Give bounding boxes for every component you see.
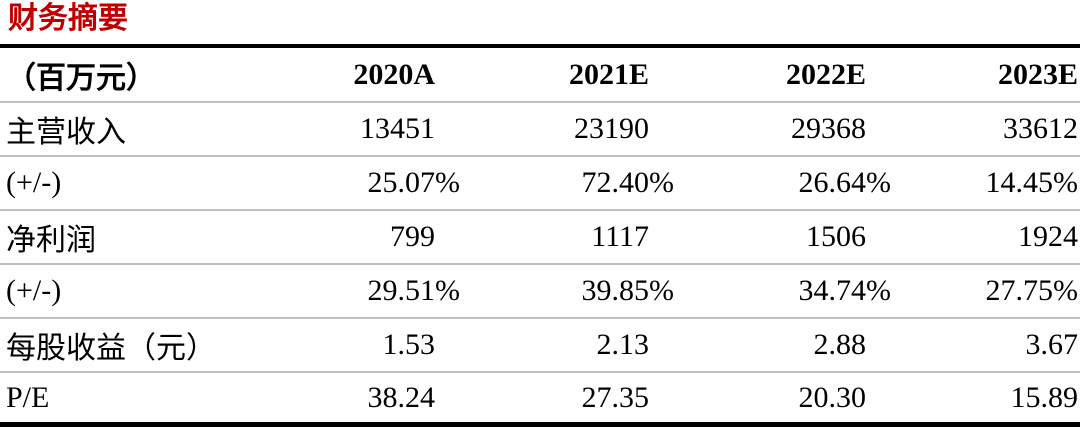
table-row-net-profit-growth: (+/-) 29.51% 39.85% 34.74% 27.75% <box>0 265 1080 319</box>
row-label: 主营收入 <box>0 103 300 157</box>
row-label: 每股收益（元） <box>0 319 300 373</box>
table-cell: 25.07% <box>300 157 495 211</box>
column-header-2021e: 2021E <box>495 48 690 103</box>
table-cell: 27.35 <box>495 373 690 427</box>
table-cell: 27.75% <box>885 265 1080 319</box>
table-cell: 1924 <box>885 211 1080 265</box>
table-cell: 3.67 <box>885 319 1080 373</box>
row-label: P/E <box>0 373 300 427</box>
table-cell: 72.40% <box>495 157 690 211</box>
table-cell: 1506 <box>690 211 885 265</box>
column-header-2023e: 2023E <box>885 48 1080 103</box>
table-row-eps: 每股收益（元） 1.53 2.13 2.88 3.67 <box>0 319 1080 373</box>
table-cell: 23190 <box>495 103 690 157</box>
table-row-pe: P/E 38.24 27.35 20.30 15.89 <box>0 373 1080 427</box>
table-cell: 38.24 <box>300 373 495 427</box>
table-cell: 14.45% <box>885 157 1080 211</box>
table-cell: 39.85% <box>495 265 690 319</box>
column-header-2020a: 2020A <box>300 48 495 103</box>
row-label: (+/-) <box>0 265 300 319</box>
table-cell: 2.88 <box>690 319 885 373</box>
row-label: 净利润 <box>0 211 300 265</box>
table-cell: 1.53 <box>300 319 495 373</box>
table-cell: 29.51% <box>300 265 495 319</box>
table-cell: 34.74% <box>690 265 891 319</box>
financial-summary-table: （百万元） 2020A 2021E 2022E 2023E 主营收入 13451… <box>0 44 1080 427</box>
table-row-net-profit: 净利润 799 1117 1506 1924 <box>0 211 1080 265</box>
table-cell: 26.64% <box>690 157 891 211</box>
table-header-row: （百万元） 2020A 2021E 2022E 2023E <box>0 48 1080 103</box>
table-cell: 1117 <box>495 211 690 265</box>
table-cell: 13451 <box>300 103 495 157</box>
table-row-revenue: 主营收入 13451 23190 29368 33612 <box>0 103 1080 157</box>
table-cell: 15.89 <box>885 373 1080 427</box>
table-cell: 33612 <box>885 103 1080 157</box>
row-label: (+/-) <box>0 157 300 211</box>
column-header-2022e: 2022E <box>690 48 885 103</box>
section-title: 财务摘要 <box>8 2 128 35</box>
table-cell: 799 <box>300 211 495 265</box>
table-cell: 2.13 <box>495 319 690 373</box>
column-header-unit: （百万元） <box>0 48 300 103</box>
table-cell: 29368 <box>690 103 885 157</box>
table-row-revenue-growth: (+/-) 25.07% 72.40% 26.64% 14.45% <box>0 157 1080 211</box>
table-cell: 20.30 <box>690 373 885 427</box>
